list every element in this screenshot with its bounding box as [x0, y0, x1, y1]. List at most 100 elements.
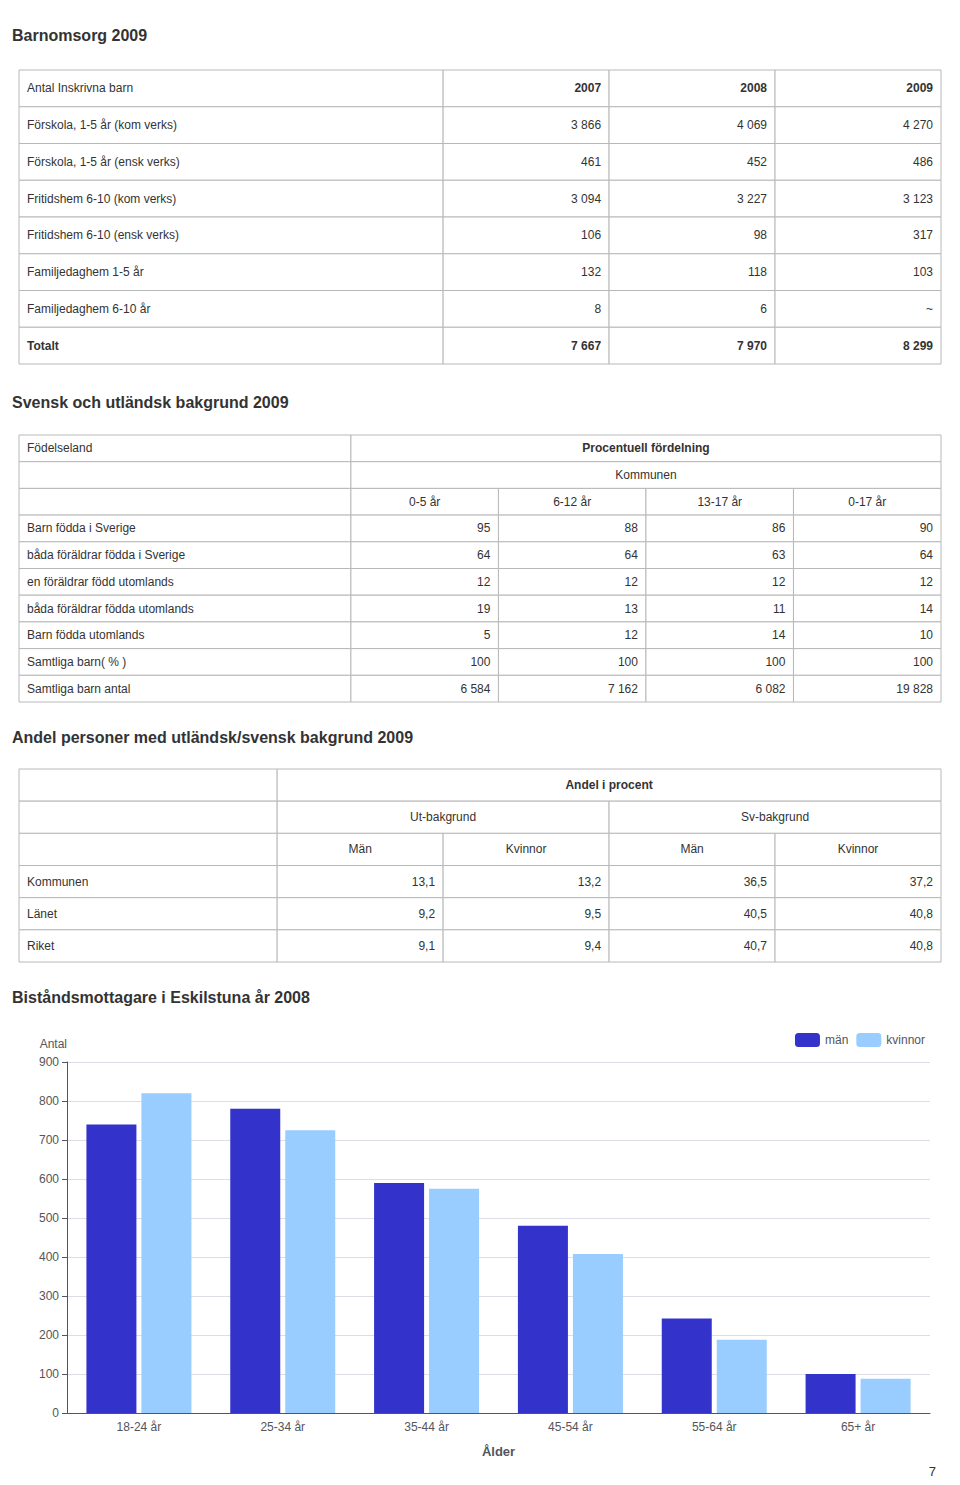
svg-text:55-64 år: 55-64 år: [692, 1420, 737, 1434]
svg-text:Män: Män: [348, 842, 371, 856]
svg-text:12: 12: [920, 575, 934, 589]
svg-text:Riket: Riket: [27, 939, 55, 953]
svg-text:500: 500: [39, 1211, 59, 1225]
svg-text:7: 7: [929, 1464, 936, 1479]
svg-text:Andel personer med utländsk/sv: Andel personer med utländsk/svensk bakgr…: [12, 729, 413, 746]
svg-text:13,2: 13,2: [578, 875, 602, 889]
svg-text:64: 64: [625, 548, 639, 562]
svg-text:12: 12: [625, 575, 639, 589]
svg-text:600: 600: [39, 1172, 59, 1186]
svg-text:8 299: 8 299: [903, 339, 933, 353]
svg-text:Totalt: Totalt: [27, 339, 59, 353]
svg-text:7 162: 7 162: [608, 682, 638, 696]
svg-text:Kvinnor: Kvinnor: [506, 842, 547, 856]
svg-text:7 667: 7 667: [571, 339, 601, 353]
svg-text:100: 100: [913, 655, 933, 669]
svg-text:452: 452: [747, 155, 767, 169]
svg-text:0-5 år: 0-5 år: [409, 495, 440, 509]
svg-text:45-54 år: 45-54 år: [548, 1420, 593, 1434]
svg-text:400: 400: [39, 1250, 59, 1264]
svg-text:båda föräldrar födda utomlands: båda föräldrar födda utomlands: [27, 602, 194, 616]
svg-text:Barn födda utomlands: Barn födda utomlands: [27, 628, 144, 642]
svg-text:9,5: 9,5: [584, 907, 601, 921]
svg-text:9,2: 9,2: [418, 907, 435, 921]
svg-text:64: 64: [477, 548, 491, 562]
svg-text:14: 14: [920, 602, 934, 616]
svg-text:100: 100: [618, 655, 638, 669]
svg-text:båda föräldrar födda i Sverige: båda föräldrar födda i Sverige: [27, 548, 185, 562]
svg-text:40,5: 40,5: [744, 907, 768, 921]
svg-text:2009: 2009: [906, 81, 933, 95]
svg-text:Biståndsmottagare i Eskilstuna: Biståndsmottagare i Eskilstuna år 2008: [12, 989, 310, 1006]
svg-text:19 828: 19 828: [896, 682, 933, 696]
svg-text:18-24 år: 18-24 år: [117, 1420, 162, 1434]
svg-text:103: 103: [913, 265, 933, 279]
svg-text:kvinnor: kvinnor: [886, 1033, 925, 1047]
svg-text:män: män: [825, 1033, 848, 1047]
svg-text:Barn födda i Sverige: Barn födda i Sverige: [27, 521, 136, 535]
svg-text:0-17 år: 0-17 år: [848, 495, 886, 509]
svg-text:2007: 2007: [574, 81, 601, 95]
svg-text:7 970: 7 970: [737, 339, 767, 353]
svg-text:300: 300: [39, 1289, 59, 1303]
svg-text:Antal Inskrivna barn: Antal Inskrivna barn: [27, 81, 133, 95]
svg-text:Förskola, 1-5 år (kom verks): Förskola, 1-5 år (kom verks): [27, 118, 177, 132]
svg-text:5: 5: [484, 628, 491, 642]
svg-text:Kommunen: Kommunen: [27, 875, 88, 889]
svg-text:3 094: 3 094: [571, 192, 601, 206]
svg-text:en föräldrar född utomlands: en föräldrar född utomlands: [27, 575, 174, 589]
svg-text:13: 13: [625, 602, 639, 616]
svg-text:Fritidshem 6-10 (kom verks): Fritidshem 6-10 (kom verks): [27, 192, 176, 206]
svg-text:Förskola, 1-5 år (ensk verks): Förskola, 1-5 år (ensk verks): [27, 155, 180, 169]
svg-text:12: 12: [477, 575, 491, 589]
svg-text:Fritidshem 6-10 (ensk verks): Fritidshem 6-10 (ensk verks): [27, 228, 179, 242]
svg-text:19: 19: [477, 602, 491, 616]
svg-text:Samtliga barn( % ): Samtliga barn( % ): [27, 655, 126, 669]
svg-text:8: 8: [594, 302, 601, 316]
svg-text:461: 461: [581, 155, 601, 169]
svg-text:35-44 år: 35-44 år: [404, 1420, 449, 1434]
svg-text:132: 132: [581, 265, 601, 279]
svg-text:317: 317: [913, 228, 933, 242]
svg-text:12: 12: [772, 575, 786, 589]
svg-text:100: 100: [39, 1367, 59, 1381]
svg-text:Samtliga barn antal: Samtliga barn antal: [27, 682, 130, 696]
svg-text:64: 64: [920, 548, 934, 562]
svg-text:100: 100: [765, 655, 785, 669]
svg-text:800: 800: [39, 1094, 59, 1108]
svg-text:486: 486: [913, 155, 933, 169]
svg-text:40,8: 40,8: [910, 939, 934, 953]
svg-text:40,8: 40,8: [910, 907, 934, 921]
svg-text:Män: Män: [680, 842, 703, 856]
svg-text:Familjedaghem 6-10 år: Familjedaghem 6-10 år: [27, 302, 150, 316]
svg-text:3 227: 3 227: [737, 192, 767, 206]
svg-text:6: 6: [760, 302, 767, 316]
svg-text:12: 12: [625, 628, 639, 642]
svg-text:98: 98: [754, 228, 768, 242]
svg-text:0: 0: [52, 1406, 59, 1420]
svg-text:9,1: 9,1: [418, 939, 435, 953]
svg-text:13-17 år: 13-17 år: [697, 495, 742, 509]
svg-text:65+ år: 65+ år: [841, 1420, 875, 1434]
svg-text:9,4: 9,4: [584, 939, 601, 953]
svg-text:Antal: Antal: [40, 1037, 67, 1051]
svg-text:3 866: 3 866: [571, 118, 601, 132]
svg-text:40,7: 40,7: [744, 939, 768, 953]
svg-text:Procentuell fördelning: Procentuell fördelning: [582, 441, 709, 455]
svg-text:90: 90: [920, 521, 934, 535]
svg-text:Kvinnor: Kvinnor: [838, 842, 879, 856]
svg-text:36,5: 36,5: [744, 875, 768, 889]
svg-text:14: 14: [772, 628, 786, 642]
svg-text:Sv-bakgrund: Sv-bakgrund: [741, 810, 809, 824]
svg-text:Födelseland: Födelseland: [27, 441, 92, 455]
svg-text:200: 200: [39, 1328, 59, 1342]
svg-text:Familjedaghem 1-5 år: Familjedaghem 1-5 år: [27, 265, 144, 279]
svg-text:86: 86: [772, 521, 786, 535]
svg-text:Barnomsorg 2009: Barnomsorg 2009: [12, 27, 147, 44]
svg-text:Svensk och utländsk bakgrund 2: Svensk och utländsk bakgrund 2009: [12, 394, 289, 411]
svg-text:2008: 2008: [740, 81, 767, 95]
svg-text:10: 10: [920, 628, 934, 642]
svg-text:4 069: 4 069: [737, 118, 767, 132]
svg-text:Ålder: Ålder: [482, 1444, 515, 1459]
svg-text:700: 700: [39, 1133, 59, 1147]
